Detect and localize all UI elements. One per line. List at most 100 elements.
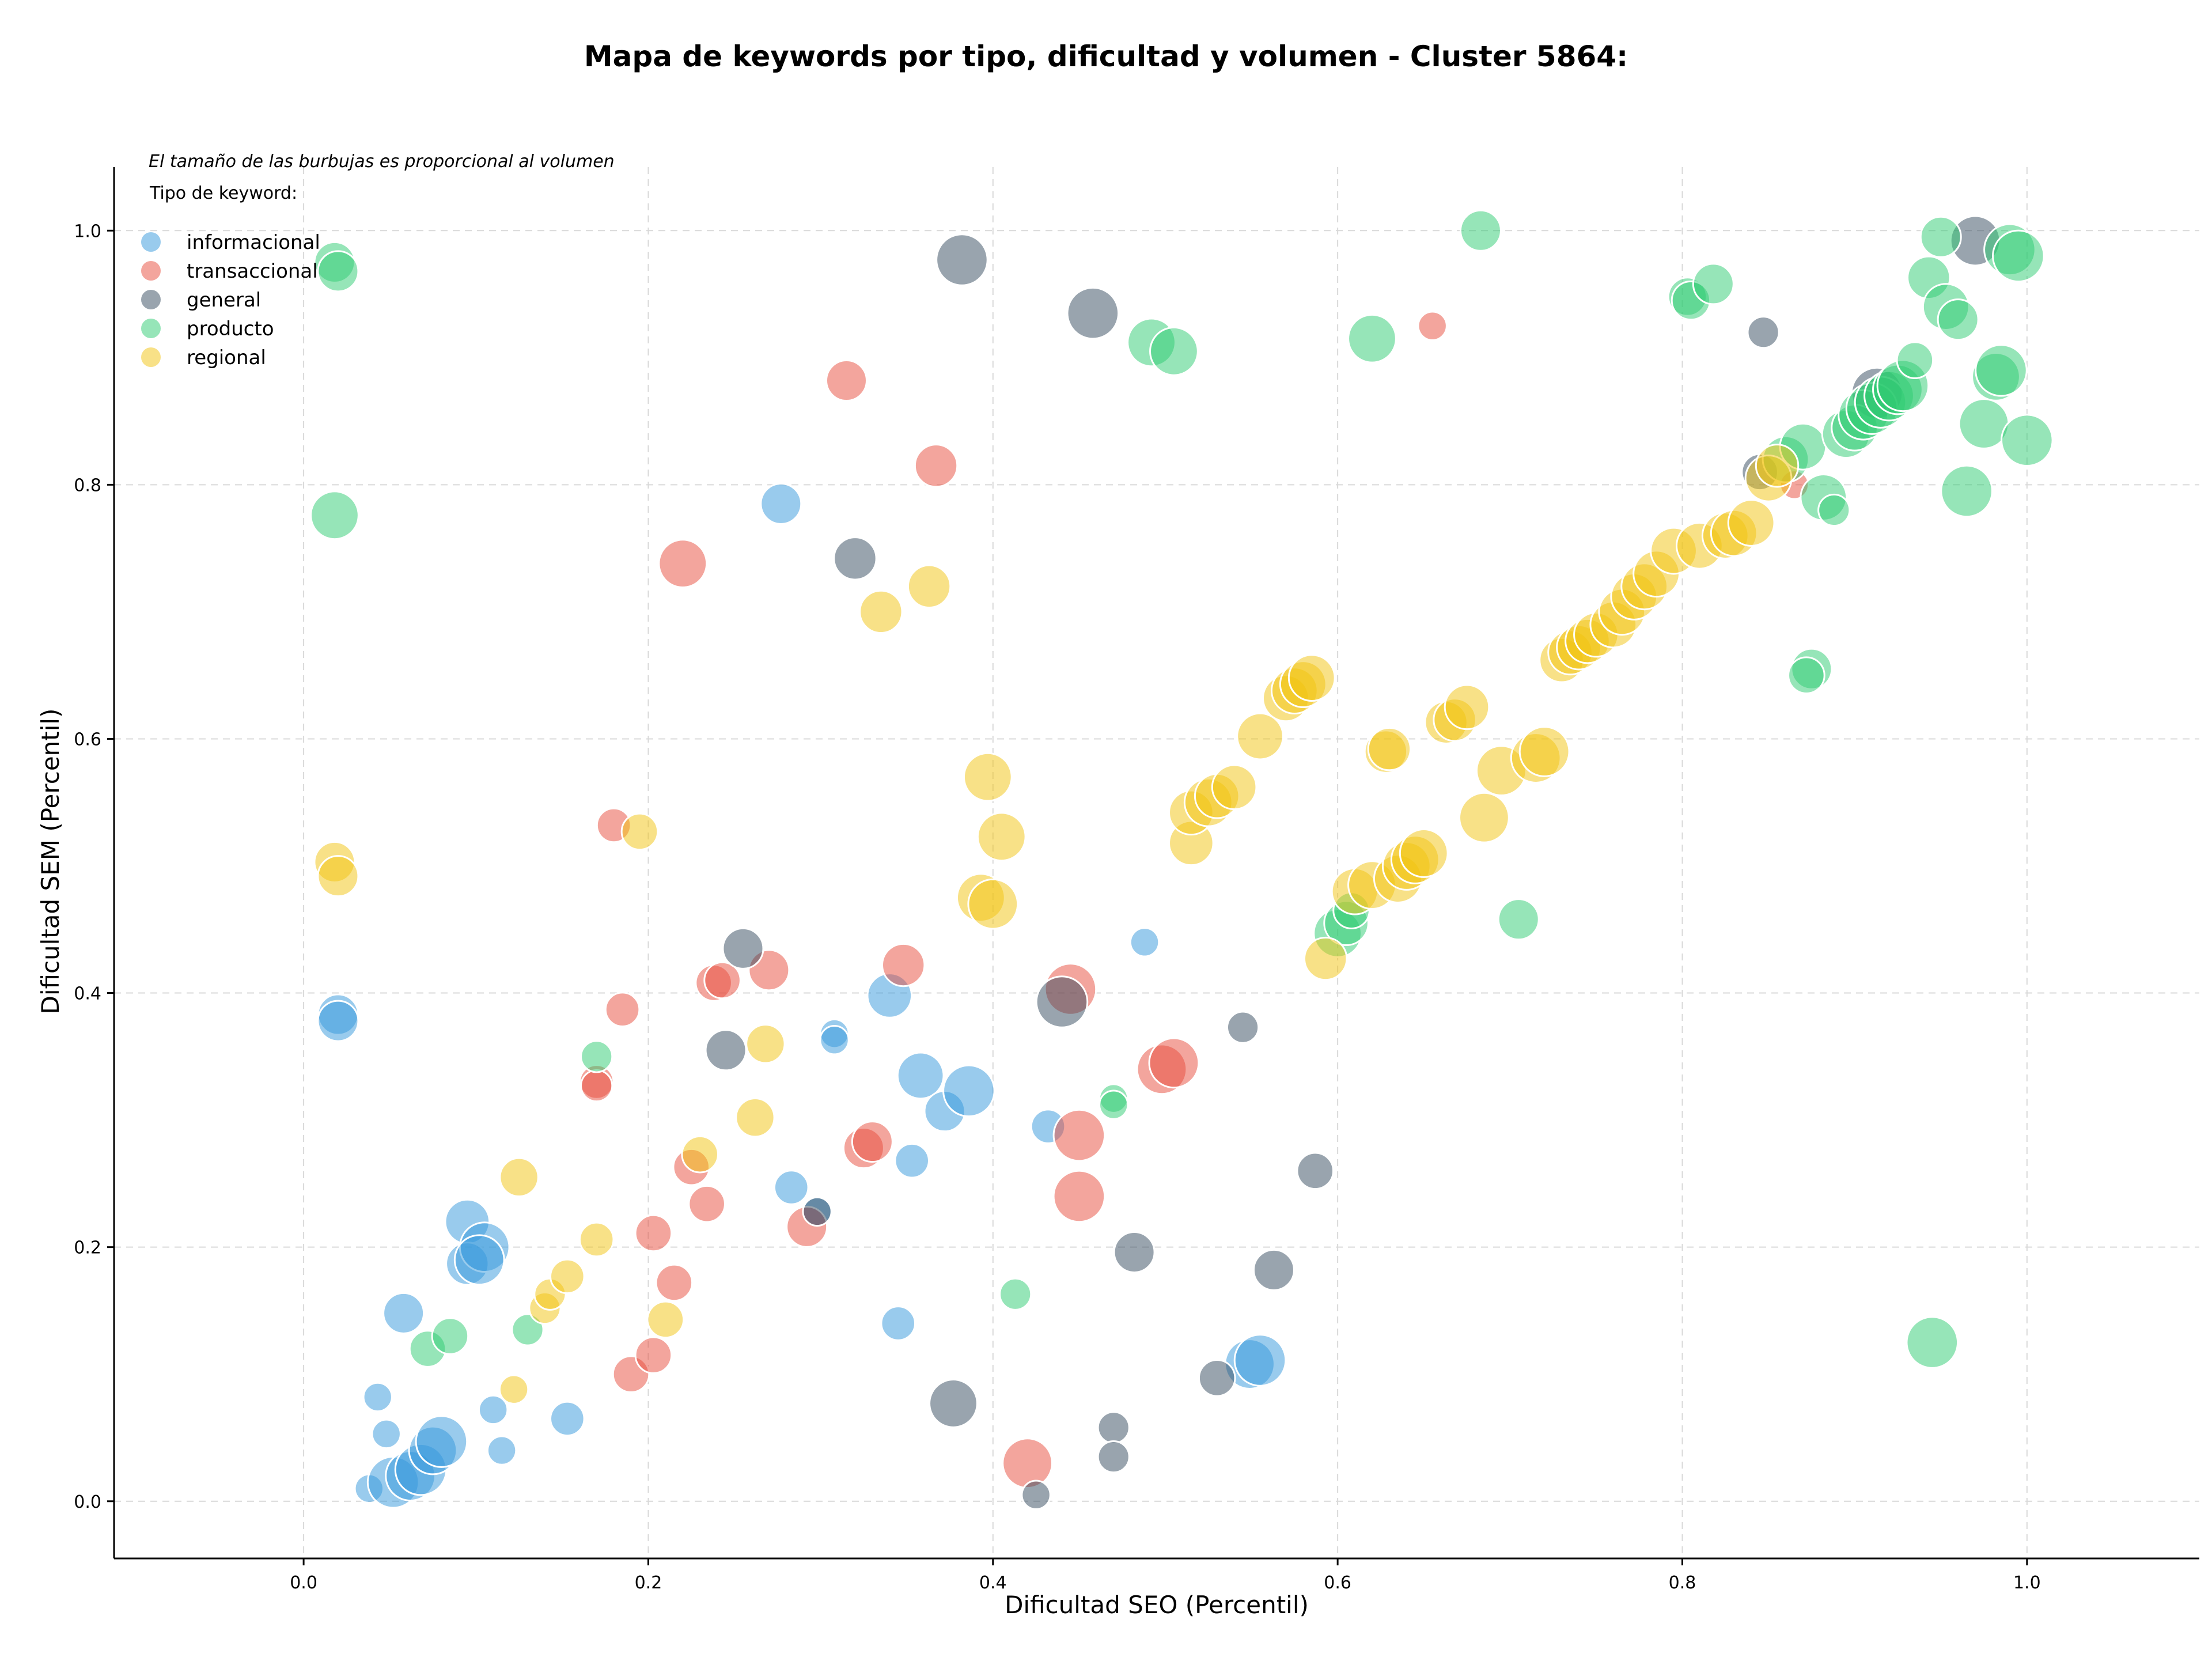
bubble-informacional (415, 1415, 468, 1468)
bubble-transaccional (914, 444, 959, 488)
bubble-informacional (880, 1306, 916, 1341)
legend-marker-regional (141, 347, 161, 367)
bubble-general (833, 536, 877, 581)
y-axis-label: Dificultad SEM (Percentil) (36, 709, 65, 1015)
bubble-regional (859, 589, 903, 634)
x-tick-label: 0.6 (1324, 1573, 1351, 1593)
bubble-regional (317, 855, 359, 898)
bubble-general (1226, 1011, 1260, 1044)
bubble-transaccional (1052, 1170, 1106, 1223)
bubble-producto (1497, 898, 1540, 941)
bubble-producto (1347, 313, 1397, 364)
series-regional (313, 444, 1800, 1405)
bubble-regional (1444, 684, 1490, 731)
bubble-transaccional (851, 1121, 893, 1163)
y-tick-label: 0.6 (74, 729, 101, 750)
bubble-general (1097, 1411, 1130, 1444)
bubble-regional (1399, 828, 1449, 878)
bubble-regional (1303, 936, 1348, 981)
bubble-regional (1727, 499, 1775, 547)
legend-title: Tipo de keyword: (149, 183, 297, 203)
bubble-producto (1992, 229, 2045, 283)
y-tick-label: 1.0 (74, 221, 101, 241)
bubble-general (722, 927, 764, 970)
bubble-general (1113, 1231, 1156, 1273)
bubble-regional (963, 752, 1013, 802)
bubble-transaccional (655, 1263, 694, 1302)
bubbles (310, 209, 2054, 1510)
bubble-regional (681, 1135, 719, 1174)
bubble-informacional (819, 1024, 850, 1055)
bubble-regional (967, 878, 1019, 930)
y-tick-label: 0.8 (74, 475, 101, 495)
bubble-producto (1940, 464, 1993, 518)
bubble-general (1021, 1480, 1051, 1510)
bubble-producto (431, 1317, 469, 1355)
axes (113, 167, 2199, 1560)
bubble-transaccional (703, 961, 741, 1000)
bubble-size-note: El tamaño de las burbujas es proporciona… (149, 152, 615, 172)
bubble-informacional (894, 1142, 930, 1179)
bubble-informacional (317, 1000, 359, 1042)
bubble-informacional (550, 1401, 585, 1437)
ticks: 0.0 0.2 0.4 0.6 0.8 1.0 0.0 0.2 0.4 0.6 0.8 1.0 (74, 221, 2040, 1593)
legend-label-informacional: informacional (187, 231, 320, 254)
bubble-transaccional (658, 539, 708, 589)
bubble-transaccional (881, 943, 926, 987)
bubble-informacional (1129, 927, 1160, 958)
bubble-general (1066, 286, 1120, 340)
bubble-regional (907, 564, 952, 609)
bubble-general (1296, 1152, 1335, 1190)
bubble-informacional (942, 1064, 995, 1118)
bubble-transaccional (688, 1185, 726, 1223)
bubble-producto (1817, 493, 1851, 527)
bubble-transaccional (1052, 1108, 1106, 1162)
bubble-transaccional (634, 1214, 673, 1253)
bubble-producto (310, 490, 359, 540)
bubble-producto (1787, 656, 1825, 694)
bubble-producto (1937, 298, 1979, 341)
x-tick-label: 0.8 (1669, 1573, 1696, 1593)
bubble-producto (317, 250, 359, 293)
bubble-producto (1906, 1316, 1959, 1369)
bubble-informacional (362, 1382, 393, 1413)
bubble-general (802, 1196, 832, 1227)
bubble-general (704, 1029, 747, 1072)
bubble-general (1747, 316, 1780, 349)
bubble-regional (1287, 654, 1336, 702)
series-informacional (317, 482, 1287, 1509)
bubble-transaccional (1417, 311, 1448, 341)
bubble-regional (550, 1258, 585, 1295)
legend-label-transaccional: transaccional (187, 260, 318, 283)
bubble-informacional (453, 1234, 505, 1286)
legend-label-producto: producto (187, 317, 274, 340)
grid (114, 167, 2199, 1558)
chart-title: Mapa de keywords por tipo, dificultad y … (584, 40, 1628, 73)
bubble-producto (1692, 263, 1734, 305)
bubble-informacional (773, 1170, 809, 1205)
bubble-producto (511, 1313, 544, 1346)
bubble-informacional (896, 1051, 945, 1100)
legend: informacional transaccional general product… (141, 231, 320, 369)
legend-label-regional: regional (187, 346, 266, 369)
bubble-informacional (760, 482, 802, 525)
bubble-producto (1975, 344, 2028, 397)
y-tick-label: 0.0 (74, 1492, 101, 1512)
bubble-informacional (371, 1418, 402, 1450)
bubble-transaccional (634, 1336, 673, 1374)
bubble-general (1035, 975, 1089, 1028)
bubble-general (1097, 1440, 1130, 1474)
bubble-general (1252, 1248, 1295, 1291)
x-tick-label: 0.0 (290, 1573, 317, 1593)
x-tick-label: 0.2 (635, 1573, 662, 1593)
bubble-regional (498, 1374, 529, 1405)
bubble-regional (976, 812, 1027, 862)
bubble-transaccional (604, 992, 641, 1028)
legend-marker-informacional (141, 232, 161, 252)
bubble-producto (1896, 341, 1934, 380)
bubble-regional (646, 1300, 685, 1339)
bubble-transaccional (580, 1069, 613, 1103)
bubble-producto (1459, 209, 1502, 252)
bubble-informacional (478, 1394, 509, 1425)
bubble-producto (1919, 215, 1962, 258)
